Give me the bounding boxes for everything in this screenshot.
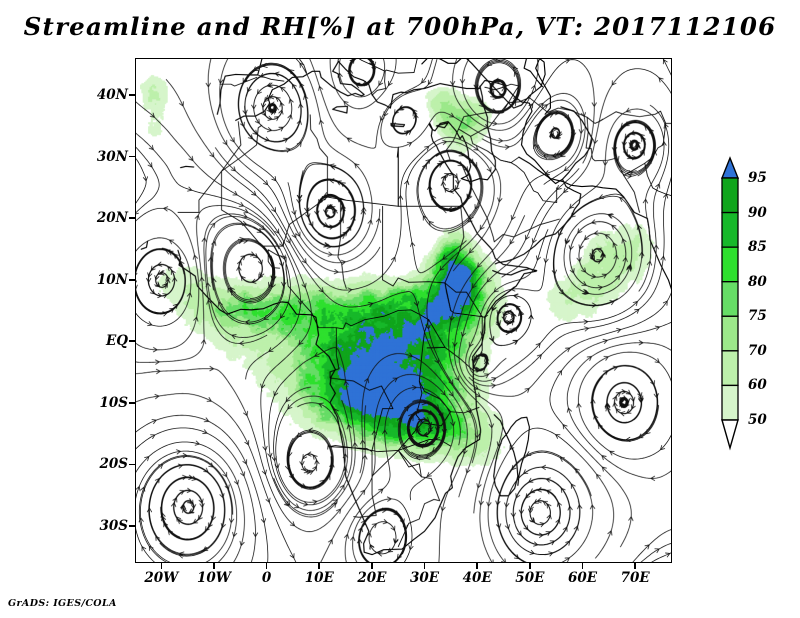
colorbar-band <box>721 384 739 421</box>
y-tick-10N: 10N <box>96 271 128 288</box>
y-tick-30N: 30N <box>96 148 128 165</box>
y-tick-mark <box>129 340 135 343</box>
colorbar-band <box>721 350 739 387</box>
x-tick-30E: 30E <box>410 570 440 586</box>
page-title: Streamline and RH[%] at 700hPa, VT: 2017… <box>23 12 777 41</box>
x-tick-mark <box>634 563 636 569</box>
x-tick-mark <box>371 563 373 569</box>
colorbar-label-75: 75 <box>748 308 767 325</box>
rh-streamline-map-canvas <box>136 59 671 562</box>
footer-credit: GrADS: IGES/COLA <box>8 598 117 609</box>
colorbar-under-arrow <box>721 419 739 451</box>
x-tick-10W: 10W <box>196 570 231 586</box>
x-tick-mark <box>213 563 215 569</box>
x-tick-10E: 10E <box>304 570 334 586</box>
y-tick-mark <box>129 278 135 281</box>
colorbar-over-arrow <box>720 156 740 179</box>
x-tick-20W: 20W <box>144 570 179 586</box>
colorbar-label-60: 60 <box>748 377 767 394</box>
y-tick-mark <box>129 217 135 219</box>
colorbar-label-85: 85 <box>748 239 767 256</box>
colorbar-band <box>721 211 739 248</box>
y-tick-10S: 10S <box>99 394 128 411</box>
x-tick-40E: 40E <box>462 570 492 586</box>
colorbar-legend[interactable]: 50 60 70 75 80 85 90 95 <box>716 150 800 470</box>
y-tick-mark <box>129 463 135 466</box>
x-tick-mark <box>476 563 478 569</box>
x-tick-mark <box>529 563 531 569</box>
x-tick-60E: 60E <box>567 570 598 586</box>
x-tick-20E: 20E <box>357 570 387 586</box>
colorbar-band <box>721 246 739 283</box>
x-tick-mark <box>265 563 268 569</box>
map-plot-area[interactable] <box>135 58 672 563</box>
y-tick-40N: 40N <box>96 86 128 103</box>
colorbar-label-70: 70 <box>748 342 767 359</box>
y-tick-mark <box>129 155 135 158</box>
x-tick-50E: 50E <box>515 570 545 586</box>
colorbar-band <box>721 281 739 317</box>
y-tick-mark <box>129 94 135 96</box>
colorbar-label-50: 50 <box>748 412 767 428</box>
x-tick-mark <box>581 563 584 569</box>
x-tick-mark <box>160 563 163 569</box>
colorbar-band <box>721 315 739 352</box>
colorbar-swatches <box>720 156 740 451</box>
x-tick-mark <box>318 563 321 569</box>
y-tick-20S: 20S <box>99 456 128 473</box>
y-tick-EQ: EQ <box>105 333 128 350</box>
colorbar-label-80: 80 <box>748 273 767 290</box>
y-tick-20N: 20N <box>96 210 128 227</box>
colorbar-band <box>721 177 739 214</box>
y-tick-30S: 30S <box>99 518 128 535</box>
colorbar-label-90: 90 <box>748 204 767 221</box>
colorbar-label-95: 95 <box>748 170 767 186</box>
x-tick-mark <box>423 563 426 569</box>
y-tick-mark <box>129 525 135 527</box>
x-tick-0: 0 <box>261 570 272 586</box>
x-tick-70E: 70E <box>620 570 650 586</box>
y-tick-mark <box>129 402 135 404</box>
